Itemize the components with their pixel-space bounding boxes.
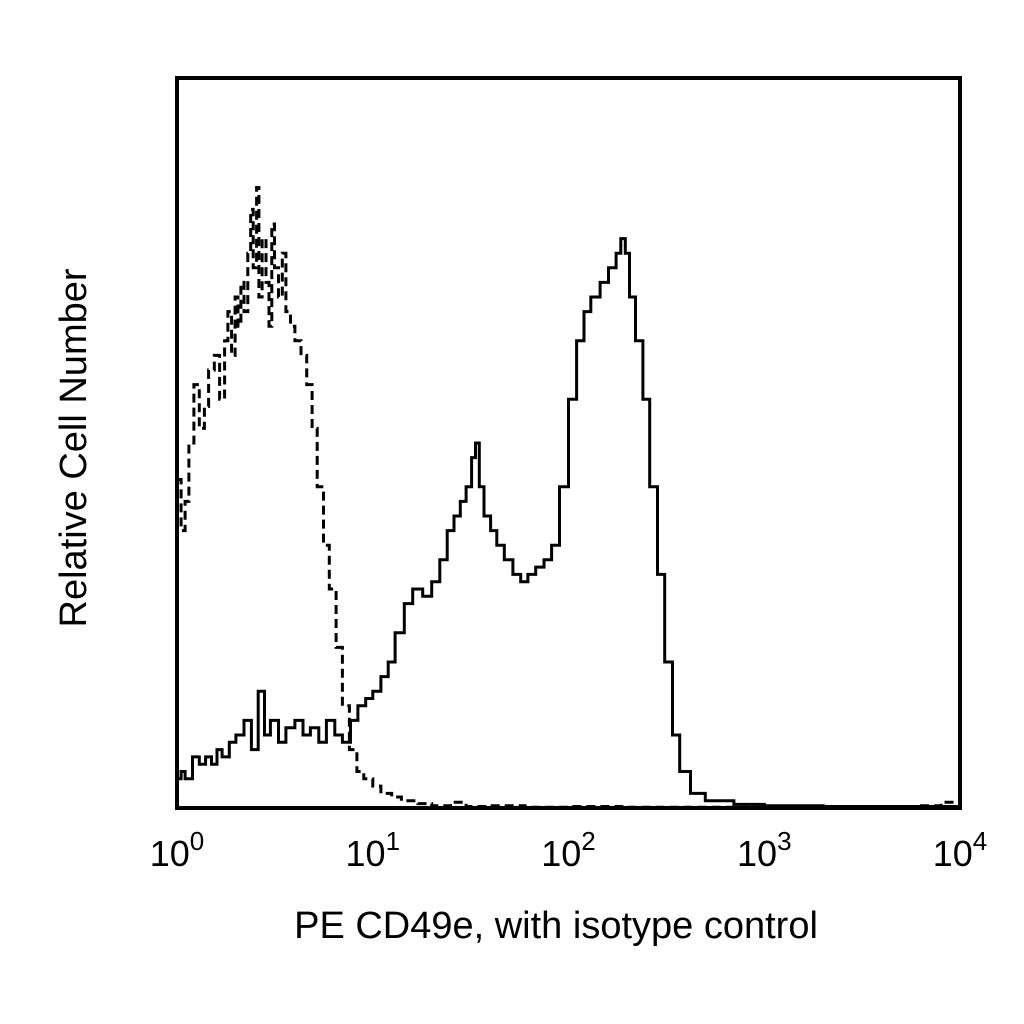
x-tick-label: 101 <box>346 826 401 874</box>
x-axis-label: PE CD49e, with isotype control <box>294 905 818 947</box>
x-tick-label: 102 <box>541 826 596 874</box>
x-tick-labels: 100 101 102 103 104 <box>150 826 988 874</box>
series-layer <box>177 186 962 809</box>
y-axis-label: Relative Cell Number <box>53 268 95 627</box>
x-tick-label: 104 <box>933 826 988 874</box>
histogram-trace-dashed <box>177 186 962 809</box>
histogram-trace-solid <box>177 237 960 808</box>
x-tick-label: 100 <box>150 826 205 874</box>
plot-frame <box>175 76 962 810</box>
x-tick-label: 103 <box>737 826 792 874</box>
